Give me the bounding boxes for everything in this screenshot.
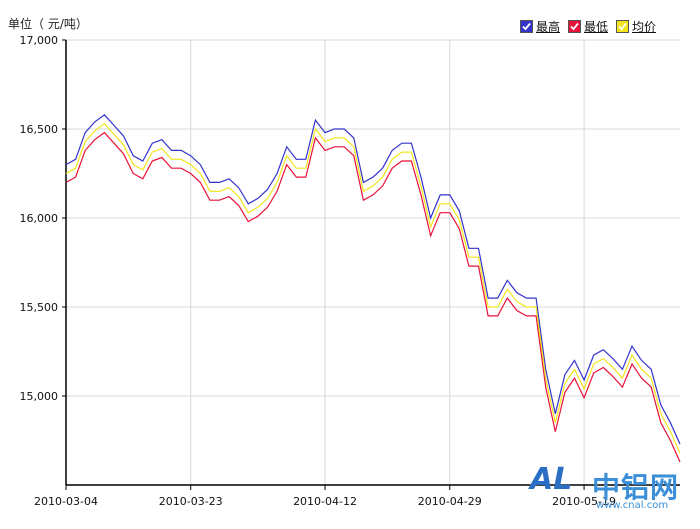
series-lines	[65, 113, 681, 463]
axes: 15,000 15,500 16,000 16,500 17,000 2010-03-04…	[20, 34, 680, 508]
legend-item-average[interactable]: 均价	[616, 18, 656, 35]
y-tick-label: 15,500	[20, 301, 59, 314]
watermark-logo: AL	[530, 462, 573, 497]
series-line-1	[65, 131, 681, 463]
legend: 最高 最低 均价	[520, 18, 656, 35]
checkbox-checked-icon[interactable]	[568, 20, 582, 33]
legend-item-high[interactable]: 最高	[520, 18, 560, 35]
x-tick-label: 2010-03-23	[159, 495, 223, 508]
series-line-0	[65, 113, 681, 445]
x-tick-label: 2010-04-29	[418, 495, 482, 508]
checkbox-checked-icon[interactable]	[520, 20, 533, 33]
legend-item-low[interactable]: 最低	[568, 18, 608, 35]
y-tick-label: 17,000	[20, 34, 59, 47]
watermark-url: www.cnal.com	[596, 500, 669, 511]
legend-label[interactable]: 均价	[632, 20, 657, 34]
x-tick-label: 2010-05-19	[552, 495, 616, 508]
legend-label[interactable]: 最低	[584, 20, 609, 34]
x-tick-label: 2010-04-12	[293, 495, 357, 508]
checkbox-checked-icon[interactable]	[616, 20, 630, 33]
y-tick-label: 16,000	[20, 212, 59, 225]
legend-label[interactable]: 最高	[536, 20, 561, 34]
grid	[66, 39, 680, 485]
watermark: AL 中铝网 www.cnal.com	[530, 462, 690, 522]
series-line-2	[65, 122, 681, 454]
y-tick-label: 15,000	[20, 390, 59, 403]
x-tick-label: 2010-03-04	[34, 495, 98, 508]
y-tick-label: 16,500	[20, 123, 59, 136]
y-axis-unit-label: 单位（ 元/吨）	[8, 17, 88, 31]
watermark-site-name: 中铝网	[592, 471, 680, 504]
